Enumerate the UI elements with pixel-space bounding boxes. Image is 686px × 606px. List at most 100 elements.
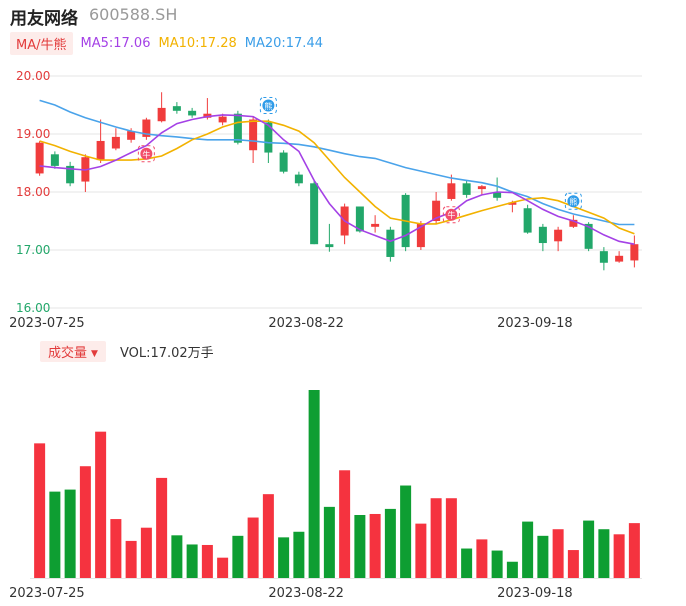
caret-down-icon: ▼ <box>91 348 98 359</box>
volume-bar <box>522 521 534 578</box>
volume-bar <box>552 529 564 578</box>
candle-body <box>66 165 75 184</box>
ma-indicator-selector[interactable]: MA/牛熊 <box>10 31 73 55</box>
volume-indicator-selector[interactable]: 成交量 ▼ <box>40 340 106 362</box>
candle-body <box>432 200 441 221</box>
price-date-label: 2023-08-22 <box>268 316 344 331</box>
volume-value: VOL:17.02万手 <box>119 345 214 361</box>
price-tick-label: 19.00 <box>16 127 50 141</box>
volume-bar <box>293 531 305 578</box>
candle-body <box>371 223 380 227</box>
volume-bar <box>64 489 76 578</box>
candle-body <box>157 107 166 122</box>
candle-body <box>538 226 547 244</box>
volume-bar <box>262 494 274 578</box>
volume-bar <box>34 443 46 578</box>
marker-dot <box>262 99 275 112</box>
candle-body <box>508 202 517 205</box>
candle-body <box>325 244 334 248</box>
candle-body <box>355 206 364 232</box>
volume-bar <box>201 544 213 578</box>
candle-body <box>218 116 227 123</box>
volume-bar <box>140 527 152 578</box>
candle-body <box>386 229 395 257</box>
candle-body <box>569 219 578 227</box>
candle-body <box>233 113 242 143</box>
volume-bar <box>186 544 198 578</box>
volume-bar <box>628 523 640 578</box>
ma20-value: MA20:17.44 <box>244 35 323 51</box>
volume-bar <box>598 529 610 578</box>
volume-bar <box>415 523 427 578</box>
bull-marker-icon: 牛 <box>137 145 155 163</box>
volume-bar <box>430 498 442 578</box>
bear-marker-icon: 熊 <box>259 97 277 114</box>
candle-body <box>203 113 212 118</box>
volume-bar <box>247 517 259 578</box>
price-tick-label: 18.00 <box>16 185 50 199</box>
candle-body <box>554 229 563 242</box>
candle-body <box>615 255 624 262</box>
marker-dot <box>445 208 458 221</box>
candle-body <box>493 192 502 198</box>
volume-bar <box>445 498 457 578</box>
price-tick-label: 20.00 <box>16 69 50 83</box>
volume-bar <box>95 431 107 578</box>
volume-date-label: 2023-07-25 <box>9 586 85 601</box>
marker-frame <box>137 145 155 163</box>
candle-body <box>477 186 486 190</box>
volume-bar <box>110 519 122 578</box>
candle-body <box>264 122 273 153</box>
volume-date-label: 2023-08-22 <box>268 586 344 601</box>
volume-bar <box>232 535 244 578</box>
volume-bar <box>384 508 396 578</box>
volume-bar <box>567 550 579 578</box>
candle-body <box>279 152 288 172</box>
candle-body <box>462 183 471 195</box>
marker-frame <box>564 192 582 210</box>
candle-body <box>188 110 197 116</box>
candle-body <box>630 244 639 261</box>
candle-body <box>249 119 258 151</box>
candle-body <box>584 223 593 249</box>
candle-body <box>111 136 120 149</box>
volume-bar <box>171 535 183 578</box>
volume-bar <box>323 506 335 578</box>
volume-bar <box>461 548 473 578</box>
volume-bar <box>613 534 625 578</box>
volume-bar <box>583 520 595 578</box>
volume-bar <box>369 513 381 578</box>
ma5-line <box>39 114 635 245</box>
candle-body <box>599 251 608 263</box>
bear-marker-icon: 熊 <box>564 192 582 210</box>
volume-bar <box>278 537 290 578</box>
candle-body <box>142 119 151 137</box>
ma10-value: MA10:17.28 <box>158 35 237 51</box>
candle-body <box>127 131 136 140</box>
stock-name: 用友网络 <box>10 9 78 29</box>
candle-body <box>447 183 456 199</box>
candle-body <box>310 183 319 245</box>
price-date-label: 2023-09-18 <box>497 316 573 331</box>
ma-legend: MA/牛熊 MA5:17.06 MA10:17.28 MA20:17.44 <box>10 31 323 55</box>
volume-bar <box>354 514 366 578</box>
bull-marker-icon: 牛 <box>442 206 460 224</box>
volume-bar <box>79 466 91 578</box>
marker-frame <box>442 206 460 224</box>
volume-bar <box>339 470 351 578</box>
volume-bar <box>217 557 229 578</box>
volume-bar <box>156 477 168 578</box>
volume-tag-label: 成交量 <box>48 345 88 361</box>
price-date-label: 2023-07-25 <box>9 316 85 331</box>
volume-bar <box>49 491 61 578</box>
candle-body <box>172 106 181 111</box>
candle-body <box>35 142 44 174</box>
stock-code: 600588.SH <box>89 5 178 24</box>
volume-bar <box>308 390 320 578</box>
ma20-line <box>39 99 635 226</box>
price-tick-label: 16.00 <box>16 301 50 315</box>
volume-legend: 成交量 ▼ VOL:17.02万手 <box>40 340 214 362</box>
volume-bar <box>506 561 518 578</box>
volume-bar <box>476 539 488 578</box>
